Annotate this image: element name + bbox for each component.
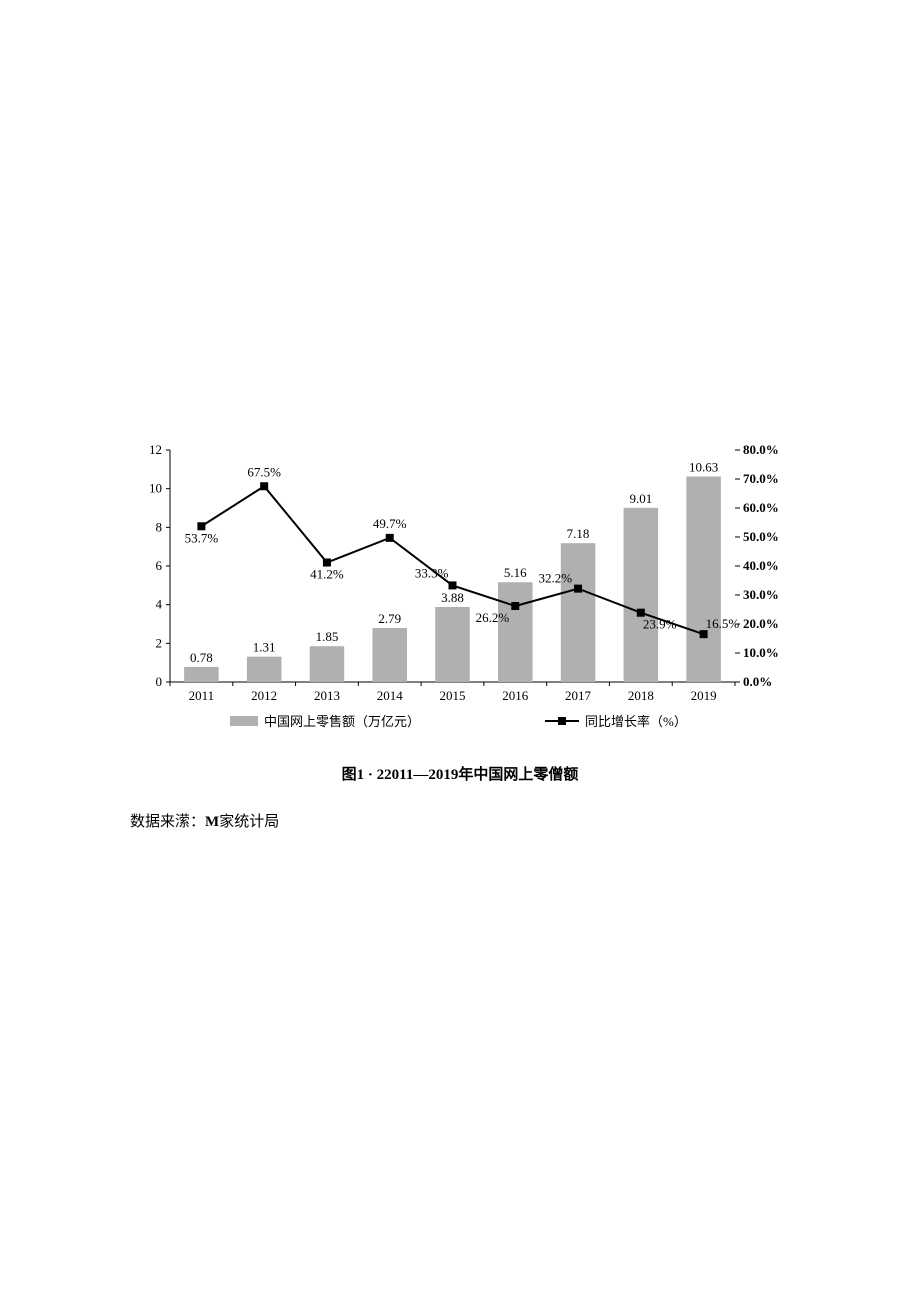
svg-text:2018: 2018 xyxy=(628,688,654,703)
svg-text:2017: 2017 xyxy=(565,688,592,703)
svg-text:5.16: 5.16 xyxy=(504,565,527,580)
svg-text:2015: 2015 xyxy=(440,688,466,703)
svg-text:0: 0 xyxy=(156,674,163,689)
svg-text:23.9%: 23.9% xyxy=(643,617,677,632)
svg-text:41.2%: 41.2% xyxy=(310,567,344,582)
svg-text:10.0%: 10.0% xyxy=(743,645,779,660)
svg-text:9.01: 9.01 xyxy=(629,491,652,506)
chart-caption: 图1 · 22011—2019年中国网上零僧额 xyxy=(130,763,790,784)
svg-text:2019: 2019 xyxy=(691,688,717,703)
svg-text:26.2%: 26.2% xyxy=(476,610,510,625)
svg-text:3.88: 3.88 xyxy=(441,590,464,605)
svg-text:0.0%: 0.0% xyxy=(743,674,772,689)
svg-text:10: 10 xyxy=(149,481,162,496)
svg-text:1.85: 1.85 xyxy=(316,629,339,644)
svg-text:53.7%: 53.7% xyxy=(185,530,219,545)
chart-container: 0 2 4 6 8 10 12 0.0% 10.0% 20.0% 30.0% 40.0% 50.0% 60… xyxy=(130,430,790,784)
combo-chart: 0 2 4 6 8 10 12 0.0% 10.0% 20.0% 30.0% 40.0% 50.0% 60… xyxy=(130,430,790,750)
svg-text:2013: 2013 xyxy=(314,688,340,703)
svg-text:70.0%: 70.0% xyxy=(743,471,779,486)
svg-text:2014: 2014 xyxy=(377,688,404,703)
svg-text:2016: 2016 xyxy=(502,688,529,703)
svg-text:40.0%: 40.0% xyxy=(743,558,779,573)
svg-text:16.5%: 16.5% xyxy=(706,616,740,631)
svg-text:中国网上零售额（万亿元）: 中国网上零售额（万亿元） xyxy=(264,714,420,729)
svg-text:10.63: 10.63 xyxy=(689,459,718,474)
svg-text:20.0%: 20.0% xyxy=(743,616,779,631)
data-source-line: 数据来潆：M家统计局 xyxy=(130,810,279,831)
svg-text:2012: 2012 xyxy=(251,688,277,703)
svg-text:2011: 2011 xyxy=(189,688,215,703)
svg-text:30.0%: 30.0% xyxy=(743,587,779,602)
svg-text:2: 2 xyxy=(156,635,163,650)
svg-text:12: 12 xyxy=(149,442,162,457)
source-bold: M xyxy=(205,814,219,830)
svg-text:33.3%: 33.3% xyxy=(415,565,449,580)
source-suffix: 家统计局 xyxy=(219,814,279,830)
svg-text:2.79: 2.79 xyxy=(378,611,401,626)
page: 0 2 4 6 8 10 12 0.0% 10.0% 20.0% 30.0% 40.0% 50.0% 60… xyxy=(0,0,920,1301)
svg-text:8: 8 xyxy=(156,519,163,534)
svg-text:1.31: 1.31 xyxy=(253,640,276,655)
svg-text:50.0%: 50.0% xyxy=(743,529,779,544)
svg-text:32.2%: 32.2% xyxy=(538,571,572,586)
svg-text:67.5%: 67.5% xyxy=(247,464,281,479)
svg-text:7.18: 7.18 xyxy=(567,526,590,541)
svg-text:同比增长率（%）: 同比增长率（%） xyxy=(585,714,687,729)
svg-text:0.78: 0.78 xyxy=(190,650,213,665)
svg-text:80.0%: 80.0% xyxy=(743,442,779,457)
source-prefix: 数据来潆： xyxy=(130,814,205,830)
svg-text:49.7%: 49.7% xyxy=(373,516,407,531)
svg-text:60.0%: 60.0% xyxy=(743,500,779,515)
svg-text:6: 6 xyxy=(156,558,163,573)
svg-text:4: 4 xyxy=(156,597,163,612)
